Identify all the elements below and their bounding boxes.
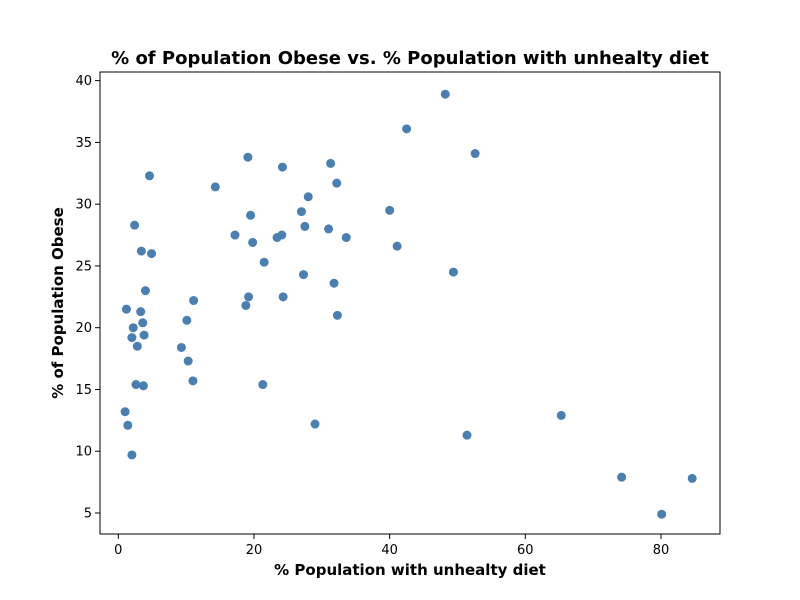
scatter-point <box>123 420 133 430</box>
x-axis-label: % Population with unhealty diet <box>274 561 546 579</box>
scatter-point <box>182 315 192 325</box>
x-tick-label: 20 <box>246 543 263 558</box>
scatter-point <box>392 241 402 251</box>
scatter-point <box>329 278 339 288</box>
scatter-point <box>121 304 131 314</box>
y-tick-label: 25 <box>75 259 92 274</box>
scatter-point <box>230 230 240 240</box>
scatter-point <box>448 267 458 277</box>
y-tick-label: 5 <box>84 507 92 522</box>
scatter-point <box>687 473 697 483</box>
scatter-point <box>127 450 137 460</box>
scatter-point <box>462 430 472 440</box>
scatter-point <box>210 182 220 192</box>
scatter-point <box>310 419 320 429</box>
scatter-point <box>341 233 351 243</box>
scatter-point <box>657 509 667 519</box>
scatter-point <box>258 380 268 390</box>
chart-title: % of Population Obese vs. % Population w… <box>111 48 709 69</box>
y-tick-label: 30 <box>75 198 92 213</box>
scatter-point <box>128 323 138 333</box>
scatter-point <box>259 257 269 267</box>
scatter-point <box>131 380 141 390</box>
scatter-point <box>300 221 310 231</box>
y-tick-label: 20 <box>75 321 92 336</box>
x-tick-label: 0 <box>114 543 122 558</box>
scatter-point <box>277 162 287 172</box>
y-tick-label: 35 <box>75 136 92 151</box>
scatter-point <box>303 192 313 202</box>
scatter-point <box>440 89 450 99</box>
scatter-point <box>241 300 251 310</box>
scatter-point <box>470 149 480 159</box>
y-axis: 5 10 15 20 25 30 35 40 <box>75 74 100 522</box>
y-tick-label: 15 <box>75 383 92 398</box>
scatter-point <box>299 270 309 280</box>
scatter-point <box>243 152 253 162</box>
scatter-point <box>244 292 254 302</box>
scatter-point <box>138 318 148 328</box>
scatter-point <box>332 310 342 320</box>
scatter-point <box>326 158 336 168</box>
y-tick-label: 40 <box>75 74 92 89</box>
scatter-point <box>402 124 412 134</box>
scatter-point <box>332 178 342 188</box>
scatter-point <box>183 356 193 366</box>
scatter-point <box>189 296 199 306</box>
scatter-point <box>617 472 627 482</box>
scatter-point <box>385 205 395 215</box>
scatter-point <box>130 220 140 230</box>
y-tick-label: 10 <box>75 445 92 460</box>
scatter-point <box>136 246 146 256</box>
scatter-point <box>248 237 258 247</box>
data-points <box>120 89 697 519</box>
y-axis-label: % of Population Obese <box>49 207 67 399</box>
scatter-point <box>140 286 150 296</box>
scatter-point <box>324 224 334 234</box>
scatter-point <box>138 381 148 391</box>
scatter-point <box>246 210 256 220</box>
x-tick-label: 60 <box>517 543 534 558</box>
scatter-point <box>136 307 146 317</box>
x-tick-label: 40 <box>381 543 398 558</box>
scatter-point <box>176 342 186 352</box>
scatter-point <box>139 330 149 340</box>
scatter-point <box>127 333 137 343</box>
scatter-point <box>278 292 288 302</box>
scatter-point <box>556 410 566 420</box>
plot-area-frame <box>99 71 721 535</box>
scatter-point <box>277 230 287 240</box>
x-axis: 0 20 40 60 80 <box>114 534 669 558</box>
scatter-point <box>132 341 142 351</box>
scatter-point <box>120 407 130 417</box>
scatter-point <box>296 207 306 217</box>
scatter-point <box>147 249 157 259</box>
scatter-point <box>188 376 198 386</box>
x-tick-label: 80 <box>653 543 670 558</box>
scatter-point <box>145 171 155 181</box>
